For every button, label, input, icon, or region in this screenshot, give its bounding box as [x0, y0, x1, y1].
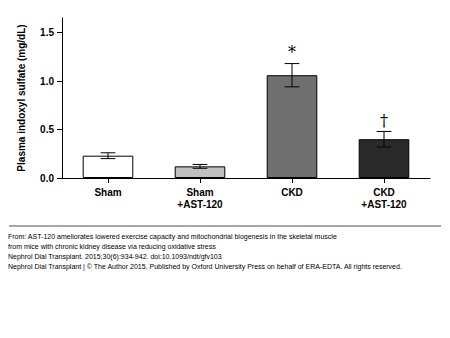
svg-text:CKD: CKD [281, 187, 303, 198]
svg-text:From: AST-120 ameliorates lowe: From: AST-120 ameliorates lowered exerci… [8, 233, 337, 241]
svg-text:0.0: 0.0 [40, 173, 54, 184]
svg-text:Plasma indoxyl sulfate (mg/dL): Plasma indoxyl sulfate (mg/dL) [16, 24, 27, 171]
svg-text:Sham: Sham [186, 187, 213, 198]
svg-text:†: † [380, 111, 388, 130]
svg-text:from mice with chronic kidney: from mice with chronic kidney disease vi… [8, 243, 216, 251]
svg-text:+AST-120: +AST-120 [361, 199, 407, 210]
svg-text:Nephrol Dial Transplant. 2015;: Nephrol Dial Transplant. 2015;30(6):934-… [8, 253, 222, 261]
svg-text:0.5: 0.5 [40, 124, 54, 135]
svg-text:Nephrol Dial Transplant | © Th: Nephrol Dial Transplant | © The Author 2… [8, 263, 402, 271]
svg-text:Sham: Sham [94, 187, 121, 198]
svg-text:+AST-120: +AST-120 [177, 199, 223, 210]
svg-text:1.0: 1.0 [40, 76, 54, 87]
svg-text:*: * [288, 43, 296, 62]
svg-text:1.5: 1.5 [40, 27, 54, 38]
svg-text:CKD: CKD [373, 187, 395, 198]
